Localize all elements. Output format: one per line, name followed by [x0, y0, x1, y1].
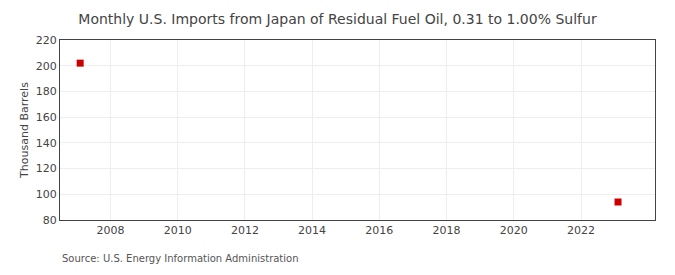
svg-text:80: 80 [43, 214, 57, 227]
svg-text:Source: U.S. Energy Informatio: Source: U.S. Energy Information Administ… [62, 253, 299, 264]
svg-text:180: 180 [36, 85, 57, 98]
svg-text:2016: 2016 [365, 224, 393, 237]
svg-text:Monthly U.S. Imports from Japa: Monthly U.S. Imports from Japan of Resid… [78, 11, 597, 27]
svg-text:2010: 2010 [164, 224, 192, 237]
svg-text:2018: 2018 [433, 224, 461, 237]
svg-text:Thousand Barrels: Thousand Barrels [18, 82, 31, 179]
svg-text:100: 100 [36, 188, 57, 201]
svg-text:2014: 2014 [298, 224, 326, 237]
svg-text:2020: 2020 [500, 224, 528, 237]
svg-text:2012: 2012 [231, 224, 259, 237]
svg-text:200: 200 [36, 60, 57, 73]
svg-text:120: 120 [36, 162, 57, 175]
svg-text:2008: 2008 [96, 224, 124, 237]
svg-text:2022: 2022 [567, 224, 595, 237]
svg-text:220: 220 [36, 34, 57, 47]
svg-text:160: 160 [36, 111, 57, 124]
svg-text:140: 140 [36, 137, 57, 150]
